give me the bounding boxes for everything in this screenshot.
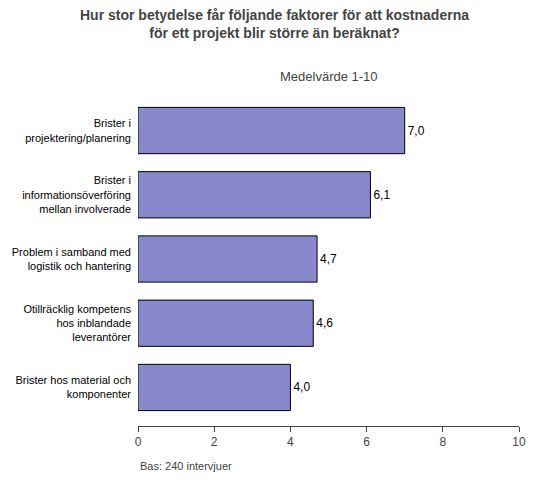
svg-text:4,6: 4,6 — [316, 316, 333, 330]
svg-text:0: 0 — [135, 435, 142, 449]
svg-text:2: 2 — [211, 435, 218, 449]
svg-text:7,0: 7,0 — [408, 124, 425, 138]
svg-text:Otillräcklig kompetenshos inbl: Otillräcklig kompetenshos inblandadeleve… — [23, 303, 131, 344]
svg-text:Brister hos material ochkompon: Brister hos material ochkomponenter — [15, 374, 131, 400]
svg-text:Brister iinformationsöverförin: Brister iinformationsöverföringmellan in… — [22, 174, 131, 215]
svg-text:10: 10 — [512, 435, 526, 449]
svg-text:Brister iprojektering/planerin: Brister iprojektering/planering — [25, 117, 131, 143]
svg-text:4: 4 — [287, 435, 294, 449]
svg-text:Bas: 240 intervjuer: Bas: 240 intervjuer — [140, 460, 232, 472]
svg-text:4,0: 4,0 — [293, 380, 310, 394]
svg-text:4,7: 4,7 — [320, 252, 337, 266]
svg-text:Problem i samband medlogistik: Problem i samband medlogistik och hanter… — [12, 246, 131, 272]
svg-text:Medelvärde 1-10: Medelvärde 1-10 — [280, 69, 378, 84]
svg-text:Hur stor betydelse får följand: Hur stor betydelse får följande faktorer… — [80, 7, 469, 41]
svg-text:6: 6 — [363, 435, 370, 449]
svg-text:6,1: 6,1 — [373, 188, 390, 202]
svg-text:8: 8 — [439, 435, 446, 449]
